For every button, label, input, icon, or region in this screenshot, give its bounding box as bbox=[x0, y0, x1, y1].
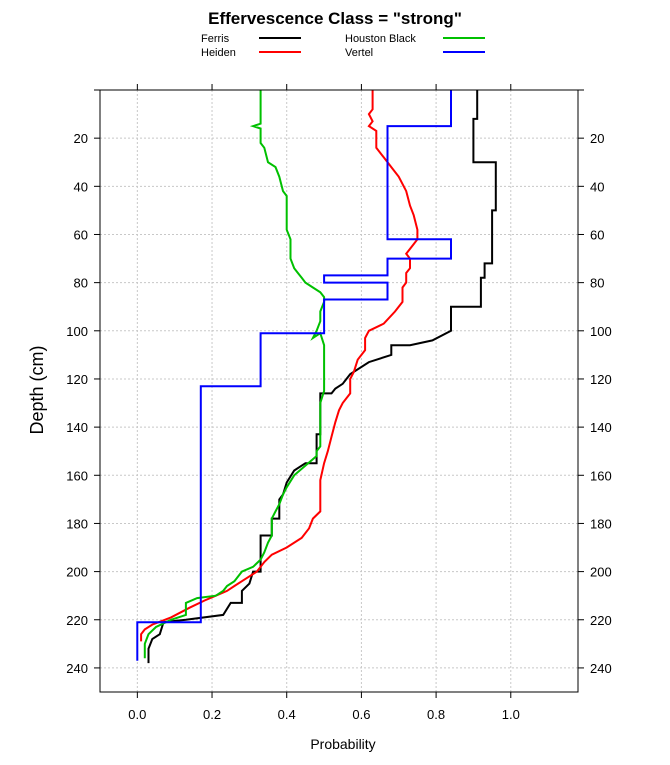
series-layer bbox=[136, 90, 497, 664]
x-tick-label: 0.8 bbox=[427, 707, 445, 722]
legend-label-heiden: Heiden bbox=[201, 47, 236, 59]
legend-label-ferris: Ferris bbox=[201, 33, 230, 45]
legend-label-vertel: Vertel bbox=[345, 47, 373, 59]
y-tick-label: 60 bbox=[74, 227, 88, 242]
grid bbox=[100, 89, 578, 692]
y-axis-title: Depth (cm) bbox=[27, 345, 47, 434]
series-line-heiden bbox=[140, 90, 419, 642]
y-tick-label-right: 140 bbox=[590, 420, 612, 435]
x-tick-label: 0.0 bbox=[128, 707, 146, 722]
y-tick-label: 100 bbox=[66, 324, 88, 339]
plot-frame bbox=[99, 89, 579, 693]
y-tick-label-right: 20 bbox=[590, 131, 604, 146]
series-line-vertel bbox=[136, 90, 452, 661]
y-tick-label-right: 120 bbox=[590, 372, 612, 387]
y-tick-label: 180 bbox=[66, 516, 88, 531]
y-tick-label-right: 240 bbox=[590, 661, 612, 676]
y-tick-label: 40 bbox=[74, 179, 88, 194]
y-tick-label-right: 220 bbox=[590, 613, 612, 628]
y-tick-label-right: 100 bbox=[590, 324, 612, 339]
x-tick-label: 0.4 bbox=[278, 707, 296, 722]
legend: Ferris Heiden Houston Black Vertel bbox=[201, 33, 485, 59]
y-tick-label: 120 bbox=[66, 372, 88, 387]
y-tick-label-right: 180 bbox=[590, 516, 612, 531]
y-axis: 20 20 40 40 60 60 80 80 100 100 120 120 140 140 160 160… bbox=[66, 89, 612, 676]
y-tick-label: 140 bbox=[66, 420, 88, 435]
series-line-houston-black bbox=[143, 90, 326, 659]
y-tick-label: 200 bbox=[66, 565, 88, 580]
chart-title: Effervescence Class = "strong" bbox=[208, 9, 462, 28]
y-tick-label: 80 bbox=[74, 276, 88, 291]
y-tick-label-right: 200 bbox=[590, 565, 612, 580]
y-tick-label-right: 160 bbox=[590, 468, 612, 483]
x-axis: 0.0 0.2 0.4 0.6 0.8 1.0 bbox=[128, 84, 520, 722]
x-tick-label: 0.2 bbox=[203, 707, 221, 722]
y-tick-label-right: 60 bbox=[590, 227, 604, 242]
x-tick-label: 0.6 bbox=[352, 707, 370, 722]
y-tick-label: 240 bbox=[66, 661, 88, 676]
legend-label-houston-black: Houston Black bbox=[345, 33, 416, 45]
y-tick-label: 220 bbox=[66, 613, 88, 628]
y-tick-label: 160 bbox=[66, 468, 88, 483]
x-tick-label: 1.0 bbox=[502, 707, 520, 722]
x-axis-title: Probability bbox=[310, 736, 375, 752]
y-tick-label-right: 40 bbox=[590, 179, 604, 194]
y-tick-label: 20 bbox=[74, 131, 88, 146]
y-tick-label-right: 80 bbox=[590, 276, 604, 291]
